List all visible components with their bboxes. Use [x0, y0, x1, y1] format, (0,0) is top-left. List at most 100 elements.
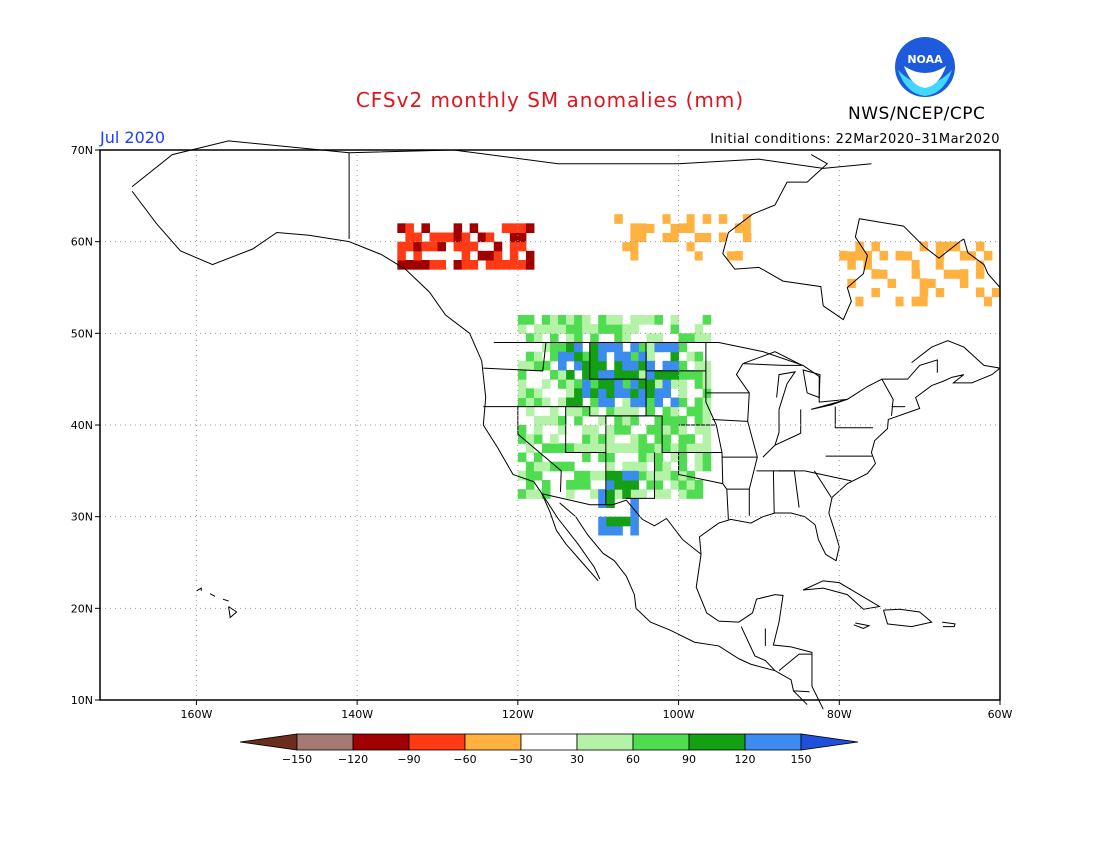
anomaly-cell — [614, 388, 623, 398]
anomaly-cell — [702, 360, 712, 371]
anomaly-cell — [975, 250, 985, 261]
anomaly-cell — [614, 406, 623, 417]
anomaly-cell — [622, 480, 631, 490]
anomaly-cell — [694, 379, 704, 389]
anomaly-cell — [590, 489, 599, 499]
anomaly-cell — [630, 232, 639, 243]
legend-label: −60 — [453, 753, 476, 766]
anomaly-cell — [533, 351, 543, 362]
anomaly-cell — [566, 489, 575, 499]
anomaly-cell — [630, 241, 639, 252]
anomaly-cell — [582, 360, 591, 371]
anomaly-cell — [614, 525, 623, 536]
anomaly-cell — [598, 342, 607, 353]
anomaly-cell — [405, 223, 414, 233]
anomaly-cell — [959, 269, 969, 279]
legend-box — [408, 733, 466, 751]
coastline-segment — [963, 238, 1001, 288]
anomaly-cell — [702, 370, 712, 380]
anomaly-cell — [967, 241, 977, 252]
anomaly-cell — [566, 461, 575, 472]
anomaly-cell — [935, 278, 945, 288]
anomaly-cell — [598, 470, 607, 481]
anomaly-cell — [541, 489, 551, 499]
legend-box — [632, 733, 690, 751]
anomaly-cell — [525, 406, 535, 417]
coastline-segment — [718, 342, 938, 403]
anomaly-cell — [614, 315, 623, 325]
anomaly-cell — [630, 480, 639, 490]
anomaly-cell — [654, 223, 663, 233]
anomaly-cell — [630, 415, 639, 426]
anomaly-cell — [517, 425, 527, 435]
anomaly-cell — [694, 415, 704, 426]
anomaly-cell — [533, 461, 543, 472]
anomaly-cell — [935, 241, 945, 252]
legend-label: 30 — [570, 753, 584, 766]
anomaly-cell — [541, 324, 551, 334]
anomaly-cell — [654, 461, 663, 472]
anomaly-cell — [847, 278, 856, 288]
anomaly-cell — [614, 470, 623, 481]
anomaly-cell — [662, 379, 672, 389]
anomaly-cell — [558, 461, 567, 472]
anomaly-cell — [654, 370, 663, 380]
anomaly-cell — [951, 296, 961, 307]
anomaly-cell — [558, 379, 567, 389]
anomaly-cell — [678, 388, 688, 398]
anomaly-cell — [686, 333, 696, 343]
anomaly-cell — [887, 296, 897, 307]
anomaly-cell — [903, 260, 913, 270]
anomaly-cell — [654, 443, 663, 453]
coastline-segment — [131, 140, 872, 188]
anomaly-cell — [598, 324, 607, 334]
anomaly-cell — [525, 397, 535, 408]
coastline-segment — [735, 363, 758, 516]
lat-tick-label: 70N — [71, 144, 93, 157]
anomaly-cell — [614, 415, 623, 426]
anomaly-cell — [911, 269, 921, 279]
anomaly-cell — [670, 443, 680, 453]
anomaly-cell — [718, 250, 728, 261]
anomaly-cell — [533, 333, 543, 343]
anomaly-cell — [509, 260, 519, 270]
anomaly-cell — [678, 397, 688, 408]
anomaly-cell — [630, 525, 639, 536]
anomaly-cell — [541, 415, 551, 426]
anomaly-cell — [694, 489, 704, 499]
anomaly-cell — [590, 324, 599, 334]
anomaly-cell — [927, 269, 937, 279]
anomaly-cell — [606, 443, 615, 453]
anomaly-cell — [582, 370, 591, 380]
anomaly-cell — [558, 370, 567, 380]
anomaly-cell — [702, 315, 712, 325]
anomaly-cell — [662, 214, 672, 224]
anomaly-cell — [533, 452, 543, 463]
anomaly-cell — [670, 415, 680, 426]
coastline-segment — [881, 378, 894, 416]
anomaly-cell — [959, 250, 969, 261]
anomaly-cell — [702, 443, 712, 453]
anomaly-cell — [558, 360, 567, 371]
anomaly-cell — [525, 388, 535, 398]
anomaly-cell — [839, 296, 848, 307]
anomaly-cell — [646, 470, 655, 481]
anomaly-cell — [622, 241, 631, 252]
legend-boxes — [239, 733, 859, 751]
anomaly-cell — [453, 232, 463, 243]
anomaly-cell — [678, 333, 688, 343]
axis-ticks: 70N 60N 50N 40N 30N 20N 10N 160W 140W 120W 100W 80W… — [71, 144, 1013, 721]
lon-tick-label: 140W — [341, 708, 373, 721]
anomaly-cell — [694, 425, 704, 435]
anomaly-cell — [606, 425, 615, 435]
anomaly-cell — [566, 443, 575, 453]
anomaly-cell — [670, 214, 680, 224]
anomaly-cell — [582, 470, 591, 481]
lon-tick-label: 60W — [988, 708, 1013, 721]
anomaly-cell — [887, 260, 897, 270]
anomaly-cell — [550, 370, 559, 380]
anomaly-cell — [558, 425, 567, 435]
anomaly-cell — [525, 315, 535, 325]
